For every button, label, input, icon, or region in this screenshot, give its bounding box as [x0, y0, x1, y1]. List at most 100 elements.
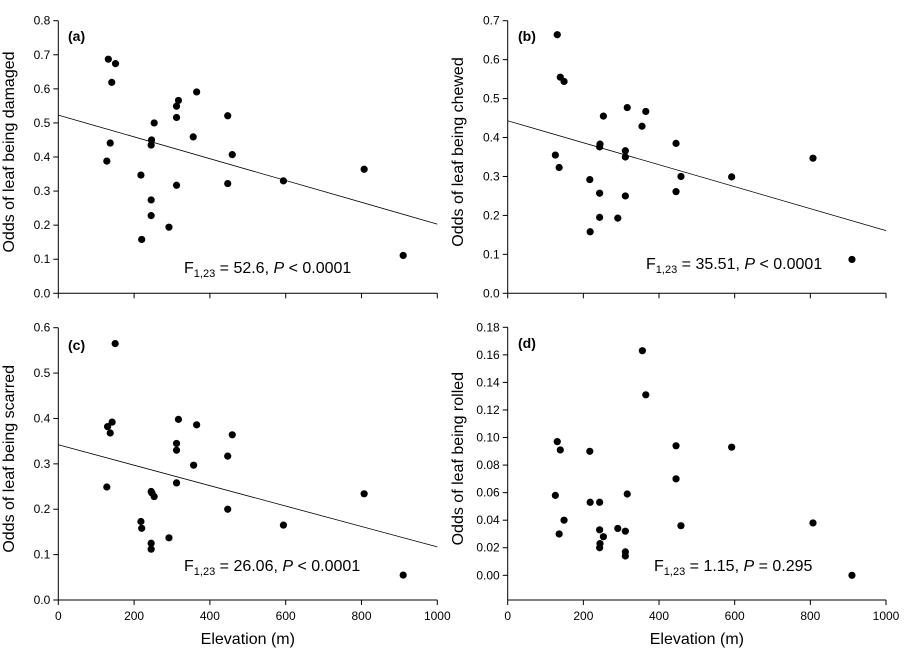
- panel-c: 0.0 0.1 0.2 0.3 0.4 0.5 0.6 0 200 400 600 800 1000 Od…: [1, 321, 451, 648]
- x-tick-label: 800: [800, 609, 820, 623]
- x-tick-label: 1000: [424, 609, 451, 623]
- y-tick-label: 0.5: [34, 116, 51, 130]
- y-tick-label: 0.1: [34, 252, 51, 266]
- data-point: [172, 439, 181, 448]
- data-point: [596, 143, 604, 151]
- data-point: [106, 429, 114, 437]
- stat-value: = 26.06,: [215, 558, 282, 575]
- regression-line: [58, 444, 438, 548]
- data-point: [165, 534, 173, 542]
- data-point: [147, 212, 155, 220]
- data-point: [638, 122, 646, 130]
- data-point: [556, 446, 564, 454]
- x-tick-label: 1000: [873, 609, 900, 623]
- data-point: [672, 139, 680, 147]
- data-point: [150, 119, 158, 127]
- x-tick-label: 400: [200, 609, 220, 623]
- data-point: [108, 418, 116, 426]
- data-point: [103, 157, 111, 165]
- data-point: [137, 517, 145, 526]
- y-tick-label: 0.14: [476, 375, 500, 389]
- data-point: [621, 192, 629, 200]
- data-point: [677, 522, 685, 530]
- data-point: [586, 228, 594, 236]
- y-tick-label: 0.2: [483, 208, 500, 222]
- y-tick-label: 0.4: [34, 150, 51, 164]
- data-point: [555, 530, 563, 538]
- data-point: [193, 88, 201, 96]
- data-point: [560, 77, 568, 86]
- panel-d: 0.00 0.02 0.04 0.06 0.08 0.10 0.12 0.14 0.16 0.18…: [450, 320, 900, 648]
- data-point: [147, 545, 155, 553]
- data-point: [728, 173, 736, 181]
- y-axis-label: Odds of leaf being scarred: [1, 365, 18, 553]
- y-tick-label: 0.3: [34, 184, 51, 198]
- panel-label: (b): [518, 28, 536, 44]
- x-tick-label: 0: [504, 609, 511, 623]
- stat-f: F: [184, 558, 194, 575]
- data-point: [279, 521, 288, 529]
- stat-annotation: F1,23 = 52.6, P < 0.0001: [184, 260, 351, 280]
- stat-annotation: F1,23 = 35.51, P < 0.0001: [646, 256, 822, 276]
- y-axis-label: Odds of leaf being chewed: [450, 57, 467, 246]
- y-tick-label: 0.12: [476, 403, 500, 417]
- data-point: [147, 136, 156, 144]
- data-point: [586, 175, 594, 184]
- x-tick-label: 0: [55, 609, 62, 623]
- stat-p-value: < 0.0001: [755, 256, 822, 273]
- x-tick-label: 200: [573, 609, 593, 623]
- stat-df: 1,23: [194, 268, 215, 280]
- data-point: [596, 189, 604, 197]
- y-tick-label: 0.00: [476, 568, 500, 582]
- stat-value: = 35.51,: [677, 256, 744, 273]
- data-point: [224, 452, 232, 460]
- data-point: [172, 113, 181, 122]
- x-tick-label: 200: [124, 609, 144, 623]
- data-point: [672, 442, 680, 450]
- data-point: [360, 490, 368, 498]
- data-point: [103, 423, 112, 431]
- y-tick-label: 0.7: [483, 14, 500, 28]
- x-tick-label: 600: [276, 609, 296, 623]
- x-tick-label: 600: [725, 609, 745, 623]
- y-tick-label: 0.0: [483, 286, 500, 300]
- data-point: [137, 171, 145, 179]
- data-point: [228, 431, 236, 439]
- y-tick-label: 0.8: [34, 14, 51, 28]
- stat-f: F: [184, 260, 194, 277]
- data-point: [596, 526, 604, 534]
- data-point: [614, 214, 622, 222]
- data-point: [224, 505, 232, 513]
- stat-p: P: [744, 256, 755, 273]
- y-tick-label: 0.08: [476, 458, 500, 472]
- y-tick-label: 0.0: [34, 593, 51, 607]
- y-tick-label: 0.6: [34, 321, 51, 335]
- data-point: [848, 571, 856, 579]
- data-point: [599, 112, 608, 120]
- data-point: [174, 415, 183, 423]
- data-point: [224, 112, 232, 120]
- stat-p-value: < 0.0001: [284, 260, 351, 277]
- y-tick-label: 0.6: [34, 82, 51, 96]
- data-point: [360, 165, 368, 173]
- data-point: [621, 552, 629, 560]
- data-point: [555, 163, 563, 172]
- stat-df: 1,23: [194, 566, 215, 578]
- data-point: [224, 179, 232, 188]
- data-point: [596, 213, 604, 221]
- data-point: [621, 153, 629, 161]
- y-tick-label: 0.1: [483, 247, 500, 261]
- data-point: [147, 539, 155, 547]
- data-point: [172, 102, 181, 110]
- y-tick-label: 0.10: [476, 431, 500, 445]
- data-point: [147, 196, 155, 204]
- stat-df: 1,23: [664, 566, 685, 578]
- y-tick-label: 0.5: [34, 366, 51, 380]
- data-point: [147, 141, 155, 149]
- data-point: [174, 96, 183, 105]
- y-tick-label: 0.0: [34, 286, 51, 300]
- stat-value: = 1.15,: [685, 558, 743, 575]
- data-point: [623, 490, 631, 498]
- data-point: [108, 78, 116, 86]
